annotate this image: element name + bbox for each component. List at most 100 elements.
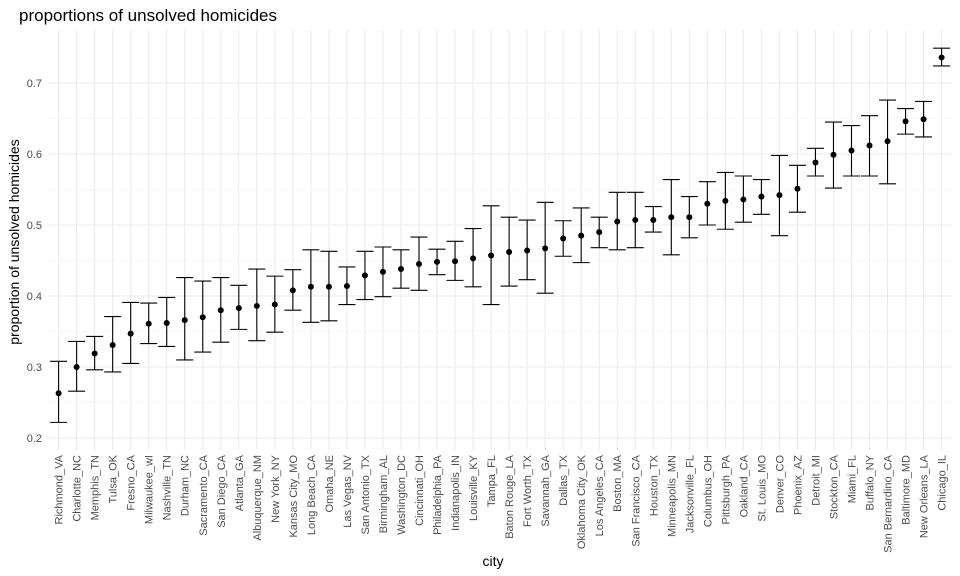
data-point — [343, 283, 350, 290]
x-tick-label: San Francisco_CA — [630, 454, 642, 546]
data-point — [163, 319, 170, 326]
y-axis-ticks: 0.2 0.3 0.4 0.5 0.6 0.7 — [27, 78, 42, 445]
data-point — [488, 252, 495, 259]
x-tick-label: Charlotte_NC — [72, 455, 84, 522]
data-point — [560, 235, 567, 242]
data-point — [506, 248, 513, 255]
x-tick-label: Omaha_NE — [324, 455, 336, 512]
x-tick-label: Sacramento_CA — [198, 454, 210, 535]
data-point — [91, 350, 98, 357]
x-tick-label: San Antonio_TX — [360, 454, 372, 534]
data-point — [325, 283, 332, 290]
x-tick-label: Albuquerque_NM — [252, 455, 264, 541]
x-tick-label: Memphis_TN — [90, 455, 102, 520]
chart-title: proportions of unsolved homicides — [19, 6, 277, 25]
data-marks — [50, 47, 951, 423]
data-point — [307, 283, 314, 290]
y-tick-label: 0.3 — [27, 362, 42, 374]
x-tick-label: New York_NY — [270, 454, 282, 523]
x-tick-label: Houston_TX — [648, 454, 660, 516]
x-tick-label: Milwaukee_wI — [144, 455, 156, 524]
x-tick-label: Dallas_TX — [558, 454, 570, 505]
data-point — [181, 317, 188, 324]
data-point — [596, 229, 603, 236]
data-point — [271, 301, 278, 308]
data-point — [650, 217, 657, 224]
data-point — [812, 159, 819, 166]
data-point — [73, 364, 80, 370]
data-point — [542, 245, 549, 252]
x-tick-label: Baltimore_MD — [901, 455, 913, 525]
x-tick-label: Los Angeles_CA — [594, 454, 606, 536]
x-tick-label: Birmingham_AL — [378, 455, 390, 533]
data-point — [686, 214, 693, 221]
data-point — [127, 330, 134, 337]
x-tick-label: Fort Worth_TX — [522, 454, 534, 527]
data-point — [722, 197, 729, 204]
x-tick-label: St. Louis_MO — [756, 455, 768, 522]
data-point — [776, 192, 783, 199]
x-tick-label: Indianapolis_IN — [450, 455, 462, 531]
data-point — [758, 193, 765, 200]
data-point — [938, 54, 945, 61]
x-tick-label: Oklahoma City_OK — [576, 454, 588, 549]
data-point — [632, 217, 639, 224]
x-tick-label: Baton Rouge_LA — [504, 454, 516, 538]
x-tick-label: Tampa_FL — [486, 455, 498, 507]
x-tick-label: Las Vegas_NV — [342, 454, 354, 527]
x-axis-ticks: Richmond_VA Charlotte_NC Memphis_TN Tulsa_O… — [54, 454, 949, 553]
data-point — [866, 142, 873, 149]
x-tick-label: Oakland_CA — [738, 454, 750, 517]
y-tick-label: 0.7 — [27, 78, 42, 90]
x-tick-label: Kansas City_MO — [288, 455, 300, 538]
data-point — [55, 390, 62, 397]
x-tick-label: Detroit_MI — [810, 455, 822, 506]
x-tick-label: New Orleans_LA — [919, 454, 931, 538]
x-tick-label: Philadelphia_PA — [432, 454, 444, 535]
data-point — [199, 314, 206, 321]
data-point — [470, 255, 477, 262]
x-tick-label: Minneapolis_MN — [666, 455, 678, 537]
y-tick-label: 0.2 — [27, 433, 42, 445]
data-point — [794, 185, 801, 192]
data-point — [434, 258, 441, 265]
x-tick-label: Boston_MA — [612, 454, 624, 512]
data-point — [524, 247, 531, 254]
data-point — [830, 151, 837, 158]
y-tick-label: 0.5 — [27, 220, 42, 232]
data-point — [452, 258, 459, 265]
grid-lines — [48, 30, 952, 450]
data-point — [109, 341, 116, 348]
x-tick-label: Richmond_VA — [54, 454, 66, 524]
x-tick-label: Fresno_CA — [126, 454, 138, 510]
data-point — [902, 118, 909, 125]
y-tick-label: 0.6 — [27, 149, 42, 161]
data-point — [217, 307, 224, 314]
x-axis-title: city — [483, 553, 504, 569]
data-point — [416, 261, 423, 268]
x-tick-label: Savannah_GA — [540, 454, 552, 526]
x-tick-label: Tulsa_OK — [108, 454, 120, 503]
x-tick-label: Stockton_CA — [828, 454, 840, 519]
x-tick-label: Atlanta_GA — [234, 454, 246, 511]
x-tick-label: Nashville_TN — [162, 455, 174, 520]
data-point — [145, 320, 152, 327]
data-point — [704, 200, 711, 207]
x-tick-label: Miami_FL — [846, 455, 858, 503]
x-tick-label: Cincinnati_OH — [414, 455, 426, 526]
data-point — [884, 138, 891, 145]
data-point — [668, 214, 675, 221]
x-tick-label: Chicago_IL — [937, 455, 949, 511]
data-point — [848, 147, 855, 154]
data-point — [289, 287, 296, 294]
data-point — [578, 232, 585, 239]
data-point — [614, 218, 621, 225]
data-point — [397, 266, 404, 273]
x-tick-label: Long Beach_CA — [306, 454, 318, 535]
data-point — [253, 302, 260, 309]
data-point — [740, 196, 747, 203]
data-point — [379, 268, 386, 275]
x-tick-label: Washington_DC — [396, 455, 408, 535]
x-tick-label: Pittsburgh_PA — [720, 454, 732, 524]
